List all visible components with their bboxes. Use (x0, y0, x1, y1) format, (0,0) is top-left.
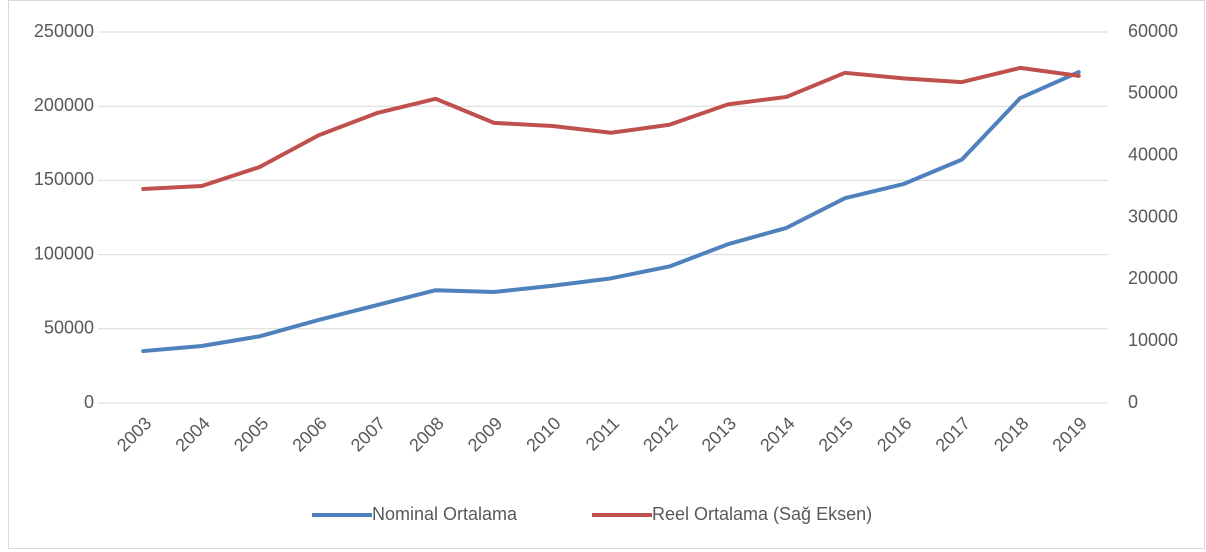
y-tick-label: 0 (84, 392, 94, 412)
y2-tick-label: 40000 (1128, 144, 1178, 164)
series-line (141, 65, 1081, 192)
y-tick-label: 150000 (34, 169, 94, 189)
legend-label: Nominal Ortalama (372, 504, 518, 524)
y2-tick-label: 50000 (1128, 83, 1178, 103)
y2-tick-label: 30000 (1128, 206, 1178, 226)
y2-tick-label: 10000 (1128, 330, 1178, 350)
y-tick-label: 200000 (34, 95, 94, 115)
y2-tick-label: 60000 (1128, 21, 1178, 41)
y-tick-label: 100000 (34, 243, 94, 263)
y-tick-label: 250000 (34, 21, 94, 41)
y2-tick-label: 20000 (1128, 268, 1178, 288)
y2-tick-label: 0 (1128, 392, 1138, 412)
legend-label: Reel Ortalama (Sağ Eksen) (652, 504, 872, 524)
y-tick-label: 50000 (44, 318, 94, 338)
series-line (141, 70, 1081, 354)
chart-border (8, 0, 1205, 549)
